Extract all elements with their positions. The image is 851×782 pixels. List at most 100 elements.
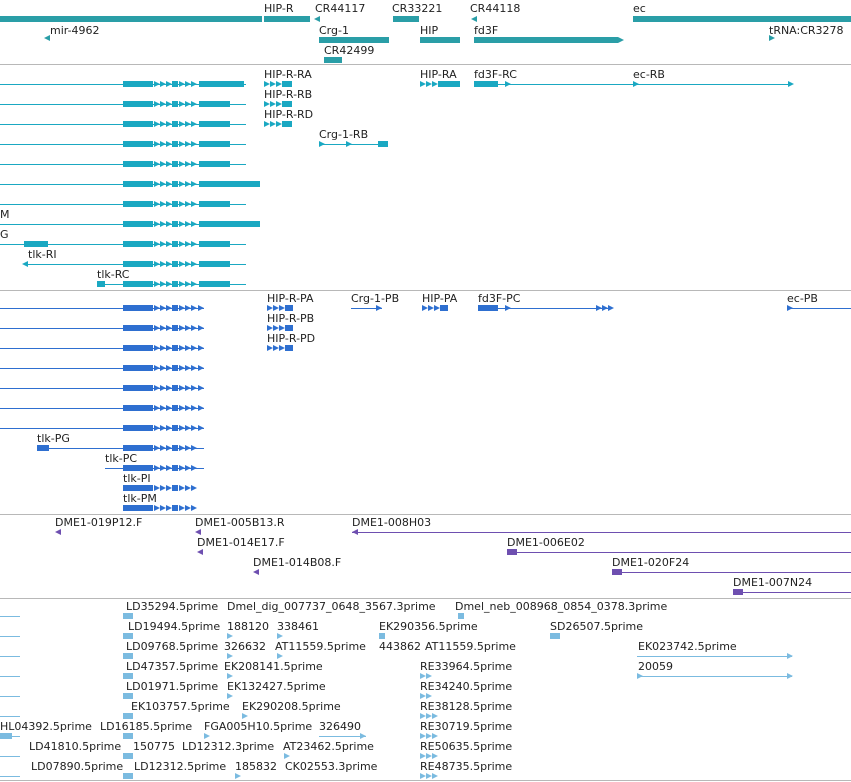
est-label[interactable]: LD16185.5prime bbox=[100, 720, 193, 733]
exon-block[interactable] bbox=[172, 485, 178, 491]
est-block[interactable] bbox=[123, 693, 133, 699]
bac-end-label[interactable]: DME1-005B13.R bbox=[195, 516, 285, 529]
exon-block[interactable] bbox=[123, 141, 153, 147]
protein-label[interactable]: HIP-PA bbox=[422, 292, 458, 305]
exon-block[interactable] bbox=[123, 201, 153, 207]
gene-bar-HIP-R[interactable] bbox=[264, 16, 310, 22]
exon-block[interactable] bbox=[123, 281, 153, 287]
est-block[interactable] bbox=[123, 753, 133, 759]
exon-block[interactable] bbox=[172, 281, 178, 287]
exon-block[interactable] bbox=[24, 241, 48, 247]
exon-block[interactable] bbox=[97, 281, 105, 287]
est-label[interactable]: 20059 bbox=[638, 660, 673, 673]
gene-bar-CR33221[interactable] bbox=[393, 16, 419, 22]
exon-block[interactable] bbox=[123, 385, 153, 391]
exon-block[interactable] bbox=[172, 261, 178, 267]
est-label[interactable]: HL04392.5prime bbox=[0, 720, 92, 733]
est-label[interactable]: EK290208.5prime bbox=[242, 700, 341, 713]
est-label[interactable]: LD19494.5prime bbox=[128, 620, 221, 633]
est-block[interactable] bbox=[123, 733, 133, 739]
gene-bar-ec[interactable] bbox=[633, 16, 851, 22]
est-label[interactable]: 326632 bbox=[224, 640, 266, 653]
exon-block[interactable] bbox=[123, 365, 153, 371]
est-label[interactable]: RE34240.5prime bbox=[420, 680, 513, 693]
protein-label[interactable]: ec-PB bbox=[787, 292, 818, 305]
est-label[interactable]: RE50635.5prime bbox=[420, 740, 513, 753]
protein-label[interactable]: tlk-PI bbox=[123, 472, 151, 485]
est-block[interactable] bbox=[123, 713, 133, 719]
exon-block[interactable] bbox=[172, 141, 178, 147]
est-label[interactable]: 326490 bbox=[319, 720, 361, 733]
exon-block[interactable] bbox=[123, 485, 153, 491]
gene-label[interactable]: Crg-1 bbox=[319, 24, 349, 37]
exon-block[interactable] bbox=[285, 305, 293, 311]
est-block[interactable] bbox=[0, 733, 12, 739]
exon-block[interactable] bbox=[199, 201, 230, 207]
bac-end-label[interactable]: DME1-007N24 bbox=[733, 576, 813, 589]
est-label[interactable]: 443862 bbox=[379, 640, 421, 653]
exon-block[interactable] bbox=[199, 81, 244, 87]
est-block[interactable] bbox=[123, 653, 133, 659]
est-label[interactable]: 150775 bbox=[133, 740, 175, 753]
exon-block[interactable] bbox=[123, 505, 153, 511]
exon-block[interactable] bbox=[172, 121, 178, 127]
gene-label[interactable]: tRNA:CR3278 bbox=[769, 24, 844, 37]
exon-block[interactable] bbox=[172, 201, 178, 207]
bac-end-label[interactable]: DME1-006E02 bbox=[507, 536, 585, 549]
exon-block[interactable] bbox=[123, 465, 153, 471]
gene-bar-fd3F[interactable] bbox=[474, 37, 618, 43]
est-label[interactable]: RE30719.5prime bbox=[420, 720, 513, 733]
exon-block[interactable] bbox=[199, 221, 260, 227]
bac-end-label[interactable]: DME1-019P12.F bbox=[55, 516, 143, 529]
gene-label[interactable]: CR44118 bbox=[470, 2, 521, 15]
est-label[interactable]: 188120 bbox=[227, 620, 269, 633]
gene-label[interactable]: CR44117 bbox=[315, 2, 366, 15]
est-label[interactable]: LD47357.5prime bbox=[126, 660, 219, 673]
gene-bar-CR42499[interactable] bbox=[324, 57, 342, 63]
exon-block[interactable] bbox=[440, 305, 448, 311]
gene-bar-HIP[interactable] bbox=[420, 37, 460, 43]
exon-block[interactable] bbox=[123, 405, 153, 411]
gene-label[interactable]: CR33221 bbox=[392, 2, 443, 15]
exon-block[interactable] bbox=[123, 261, 153, 267]
exon-block[interactable] bbox=[172, 161, 178, 167]
exon-block[interactable] bbox=[172, 425, 178, 431]
protein-label[interactable]: tlk-PC bbox=[105, 452, 138, 465]
est-label[interactable]: RE33964.5prime bbox=[420, 660, 513, 673]
protein-label[interactable]: HIP-R-PB bbox=[267, 312, 315, 325]
exon-block[interactable] bbox=[123, 181, 153, 187]
exon-block[interactable] bbox=[123, 101, 153, 107]
exon-block[interactable] bbox=[123, 81, 153, 87]
exon-block[interactable] bbox=[378, 141, 388, 147]
protein-label[interactable]: fd3F-PC bbox=[478, 292, 521, 305]
transcript-label[interactable]: HIP-R-RA bbox=[264, 68, 312, 81]
gene-bar-Crg-1[interactable] bbox=[319, 37, 389, 43]
exon-block[interactable] bbox=[172, 101, 178, 107]
exon-block[interactable] bbox=[478, 305, 498, 311]
est-label[interactable]: Dmel_neb_008968_0854_0378.3prime bbox=[455, 600, 668, 613]
est-label[interactable]: RE38128.5prime bbox=[420, 700, 513, 713]
transcript-label[interactable]: tlk-RI bbox=[28, 248, 57, 261]
est-block[interactable] bbox=[379, 633, 385, 639]
est-block[interactable] bbox=[123, 773, 133, 779]
est-label[interactable]: AT11559.5prime bbox=[425, 640, 516, 653]
transcript-label[interactable]: M bbox=[0, 208, 10, 221]
exon-block[interactable] bbox=[199, 121, 230, 127]
exon-block[interactable] bbox=[123, 425, 153, 431]
transcript-label[interactable]: fd3F-RC bbox=[474, 68, 517, 81]
exon-block[interactable] bbox=[172, 505, 178, 511]
gene-label[interactable]: mir-4962 bbox=[50, 24, 100, 37]
gene-label[interactable]: CR42499 bbox=[324, 44, 375, 57]
gene-label[interactable]: HIP bbox=[420, 24, 439, 37]
protein-label[interactable]: HIP-R-PA bbox=[267, 292, 314, 305]
exon-block[interactable] bbox=[199, 161, 230, 167]
est-label[interactable]: LD12312.3prime bbox=[182, 740, 275, 753]
est-label[interactable]: 185832 bbox=[235, 760, 277, 773]
gene-label[interactable]: fd3F bbox=[474, 24, 499, 37]
est-label[interactable]: EK208141.5prime bbox=[224, 660, 323, 673]
exon-block[interactable] bbox=[282, 81, 292, 87]
bac-end-label[interactable]: DME1-020F24 bbox=[612, 556, 690, 569]
bac-end-label[interactable]: DME1-008H03 bbox=[352, 516, 432, 529]
exon-block[interactable] bbox=[199, 241, 230, 247]
protein-label[interactable]: Crg-1-PB bbox=[351, 292, 400, 305]
